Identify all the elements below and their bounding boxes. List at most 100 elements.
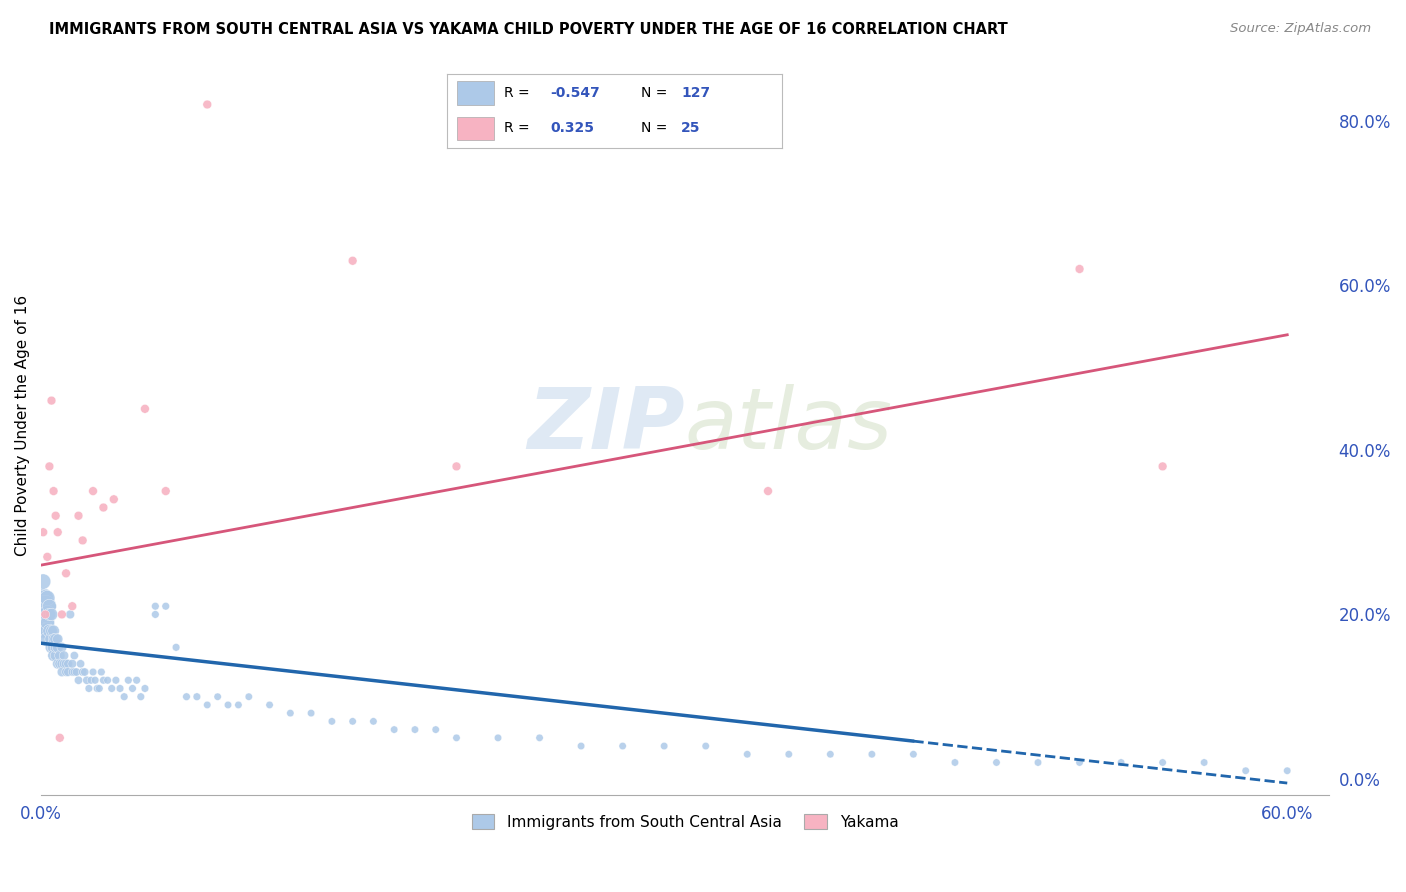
Point xyxy=(32,591,55,605)
Point xyxy=(84,673,107,688)
Point xyxy=(56,665,79,679)
Point xyxy=(86,681,108,696)
Point xyxy=(46,657,69,671)
Point xyxy=(45,508,67,523)
Point xyxy=(569,739,592,753)
Point xyxy=(38,599,60,614)
Point xyxy=(32,525,55,540)
Point xyxy=(93,500,115,515)
Point xyxy=(67,673,90,688)
Point xyxy=(1069,756,1091,770)
Point xyxy=(32,607,55,622)
Point xyxy=(108,681,131,696)
Point xyxy=(529,731,551,745)
Point xyxy=(986,756,1008,770)
Point xyxy=(60,599,83,614)
Point xyxy=(52,657,75,671)
Point xyxy=(278,706,301,720)
Point xyxy=(72,665,94,679)
Point xyxy=(93,673,115,688)
Point xyxy=(342,253,364,268)
Point xyxy=(60,657,83,671)
Point xyxy=(37,624,59,638)
Point xyxy=(46,640,69,655)
Point xyxy=(67,508,90,523)
Point xyxy=(32,574,55,589)
Point xyxy=(446,731,468,745)
Point xyxy=(129,690,152,704)
Point xyxy=(1234,764,1257,778)
Point xyxy=(37,607,59,622)
Point xyxy=(63,665,86,679)
Point xyxy=(342,714,364,729)
Point xyxy=(38,459,60,474)
Point xyxy=(41,393,63,408)
Point xyxy=(1069,262,1091,277)
Legend: Immigrants from South Central Asia, Yakama: Immigrants from South Central Asia, Yaka… xyxy=(465,807,904,836)
Point xyxy=(104,673,127,688)
Point xyxy=(90,665,112,679)
Point xyxy=(51,657,73,671)
Point xyxy=(112,690,135,704)
Point xyxy=(165,640,187,655)
Point xyxy=(63,648,86,663)
Point xyxy=(299,706,322,720)
Point xyxy=(1152,756,1174,770)
Point xyxy=(55,566,77,581)
Point xyxy=(45,648,67,663)
Point xyxy=(778,747,800,762)
Point xyxy=(186,690,208,704)
Point xyxy=(695,739,717,753)
Point xyxy=(820,747,842,762)
Point xyxy=(34,591,56,605)
Point xyxy=(41,640,63,655)
Point xyxy=(155,599,177,614)
Point xyxy=(134,401,156,416)
Point xyxy=(38,607,60,622)
Text: IMMIGRANTS FROM SOUTH CENTRAL ASIA VS YAKAMA CHILD POVERTY UNDER THE AGE OF 16 C: IMMIGRANTS FROM SOUTH CENTRAL ASIA VS YA… xyxy=(49,22,1008,37)
Point xyxy=(321,714,343,729)
Point xyxy=(42,484,65,499)
Point xyxy=(76,673,98,688)
Point xyxy=(82,484,104,499)
Point xyxy=(37,615,59,630)
Point xyxy=(42,624,65,638)
Point xyxy=(195,698,218,712)
Point xyxy=(72,533,94,548)
Point xyxy=(486,731,509,745)
Point xyxy=(1152,459,1174,474)
Point xyxy=(259,698,281,712)
Point xyxy=(51,665,73,679)
Point xyxy=(45,632,67,647)
Point xyxy=(97,673,120,688)
Point xyxy=(49,731,72,745)
Point xyxy=(217,698,239,712)
Point xyxy=(207,690,229,704)
Y-axis label: Child Poverty Under the Age of 16: Child Poverty Under the Age of 16 xyxy=(15,294,30,556)
Point xyxy=(46,525,69,540)
Point xyxy=(228,698,250,712)
Point xyxy=(100,681,122,696)
Point xyxy=(117,673,139,688)
Point xyxy=(65,665,87,679)
Point xyxy=(41,624,63,638)
Point xyxy=(42,640,65,655)
Point xyxy=(82,665,104,679)
Point xyxy=(69,657,91,671)
Point xyxy=(56,657,79,671)
Point xyxy=(80,673,103,688)
Point xyxy=(143,599,166,614)
Point xyxy=(42,648,65,663)
Point xyxy=(1026,756,1049,770)
Point xyxy=(425,723,447,737)
Point xyxy=(134,681,156,696)
Point xyxy=(238,690,260,704)
Point xyxy=(52,648,75,663)
Point xyxy=(195,97,218,112)
Point xyxy=(49,648,72,663)
Point xyxy=(55,657,77,671)
Point xyxy=(1192,756,1215,770)
Point xyxy=(37,549,59,564)
Point xyxy=(121,681,143,696)
Point xyxy=(34,607,56,622)
